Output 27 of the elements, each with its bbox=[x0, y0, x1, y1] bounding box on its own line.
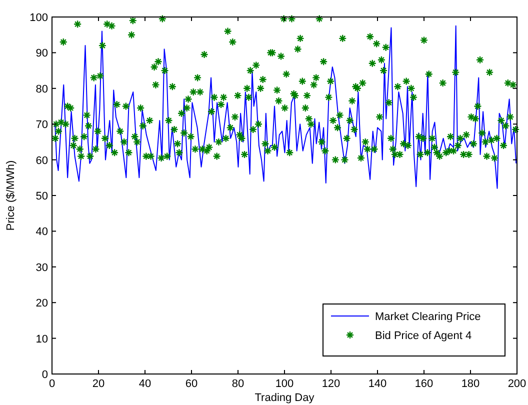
line-series bbox=[54, 25, 517, 189]
x-tick-label: 180 bbox=[461, 378, 480, 390]
y-tick-label: 80 bbox=[36, 83, 48, 96]
y-tick-label: 20 bbox=[36, 298, 48, 310]
x-tick-label: 100 bbox=[275, 378, 294, 390]
x-tick-label: 20 bbox=[92, 378, 105, 390]
legend-label: Market Clearing Price bbox=[375, 311, 481, 323]
y-axis-title: Price ($/MWh) bbox=[5, 160, 17, 231]
x-tick-label: 200 bbox=[508, 378, 526, 390]
y-tick-label: 30 bbox=[36, 262, 48, 274]
legend-label: Bid Price of Agent 4 bbox=[375, 330, 472, 342]
x-tick-label: 40 bbox=[138, 378, 152, 390]
y-tick-label: 60 bbox=[36, 154, 48, 167]
y-tick-label: 50 bbox=[36, 190, 48, 202]
x-tick-label: 0 bbox=[48, 378, 56, 390]
x-tick-label: 80 bbox=[232, 378, 244, 390]
y-tick-label: 40 bbox=[36, 226, 48, 238]
y-tick-label: 100 bbox=[30, 12, 48, 24]
y-tick-label: 90 bbox=[36, 48, 48, 60]
y-tick-label: 0 bbox=[42, 369, 48, 381]
y-tick-label: 70 bbox=[36, 119, 48, 132]
x-tick-label: 160 bbox=[414, 378, 434, 390]
x-tick-label: 120 bbox=[322, 378, 340, 390]
y-tick-label: 10 bbox=[36, 333, 48, 346]
x-tick-label: 140 bbox=[368, 378, 387, 390]
x-axis-title: Trading Day bbox=[254, 392, 315, 404]
x-tick-label: 60 bbox=[185, 378, 198, 390]
